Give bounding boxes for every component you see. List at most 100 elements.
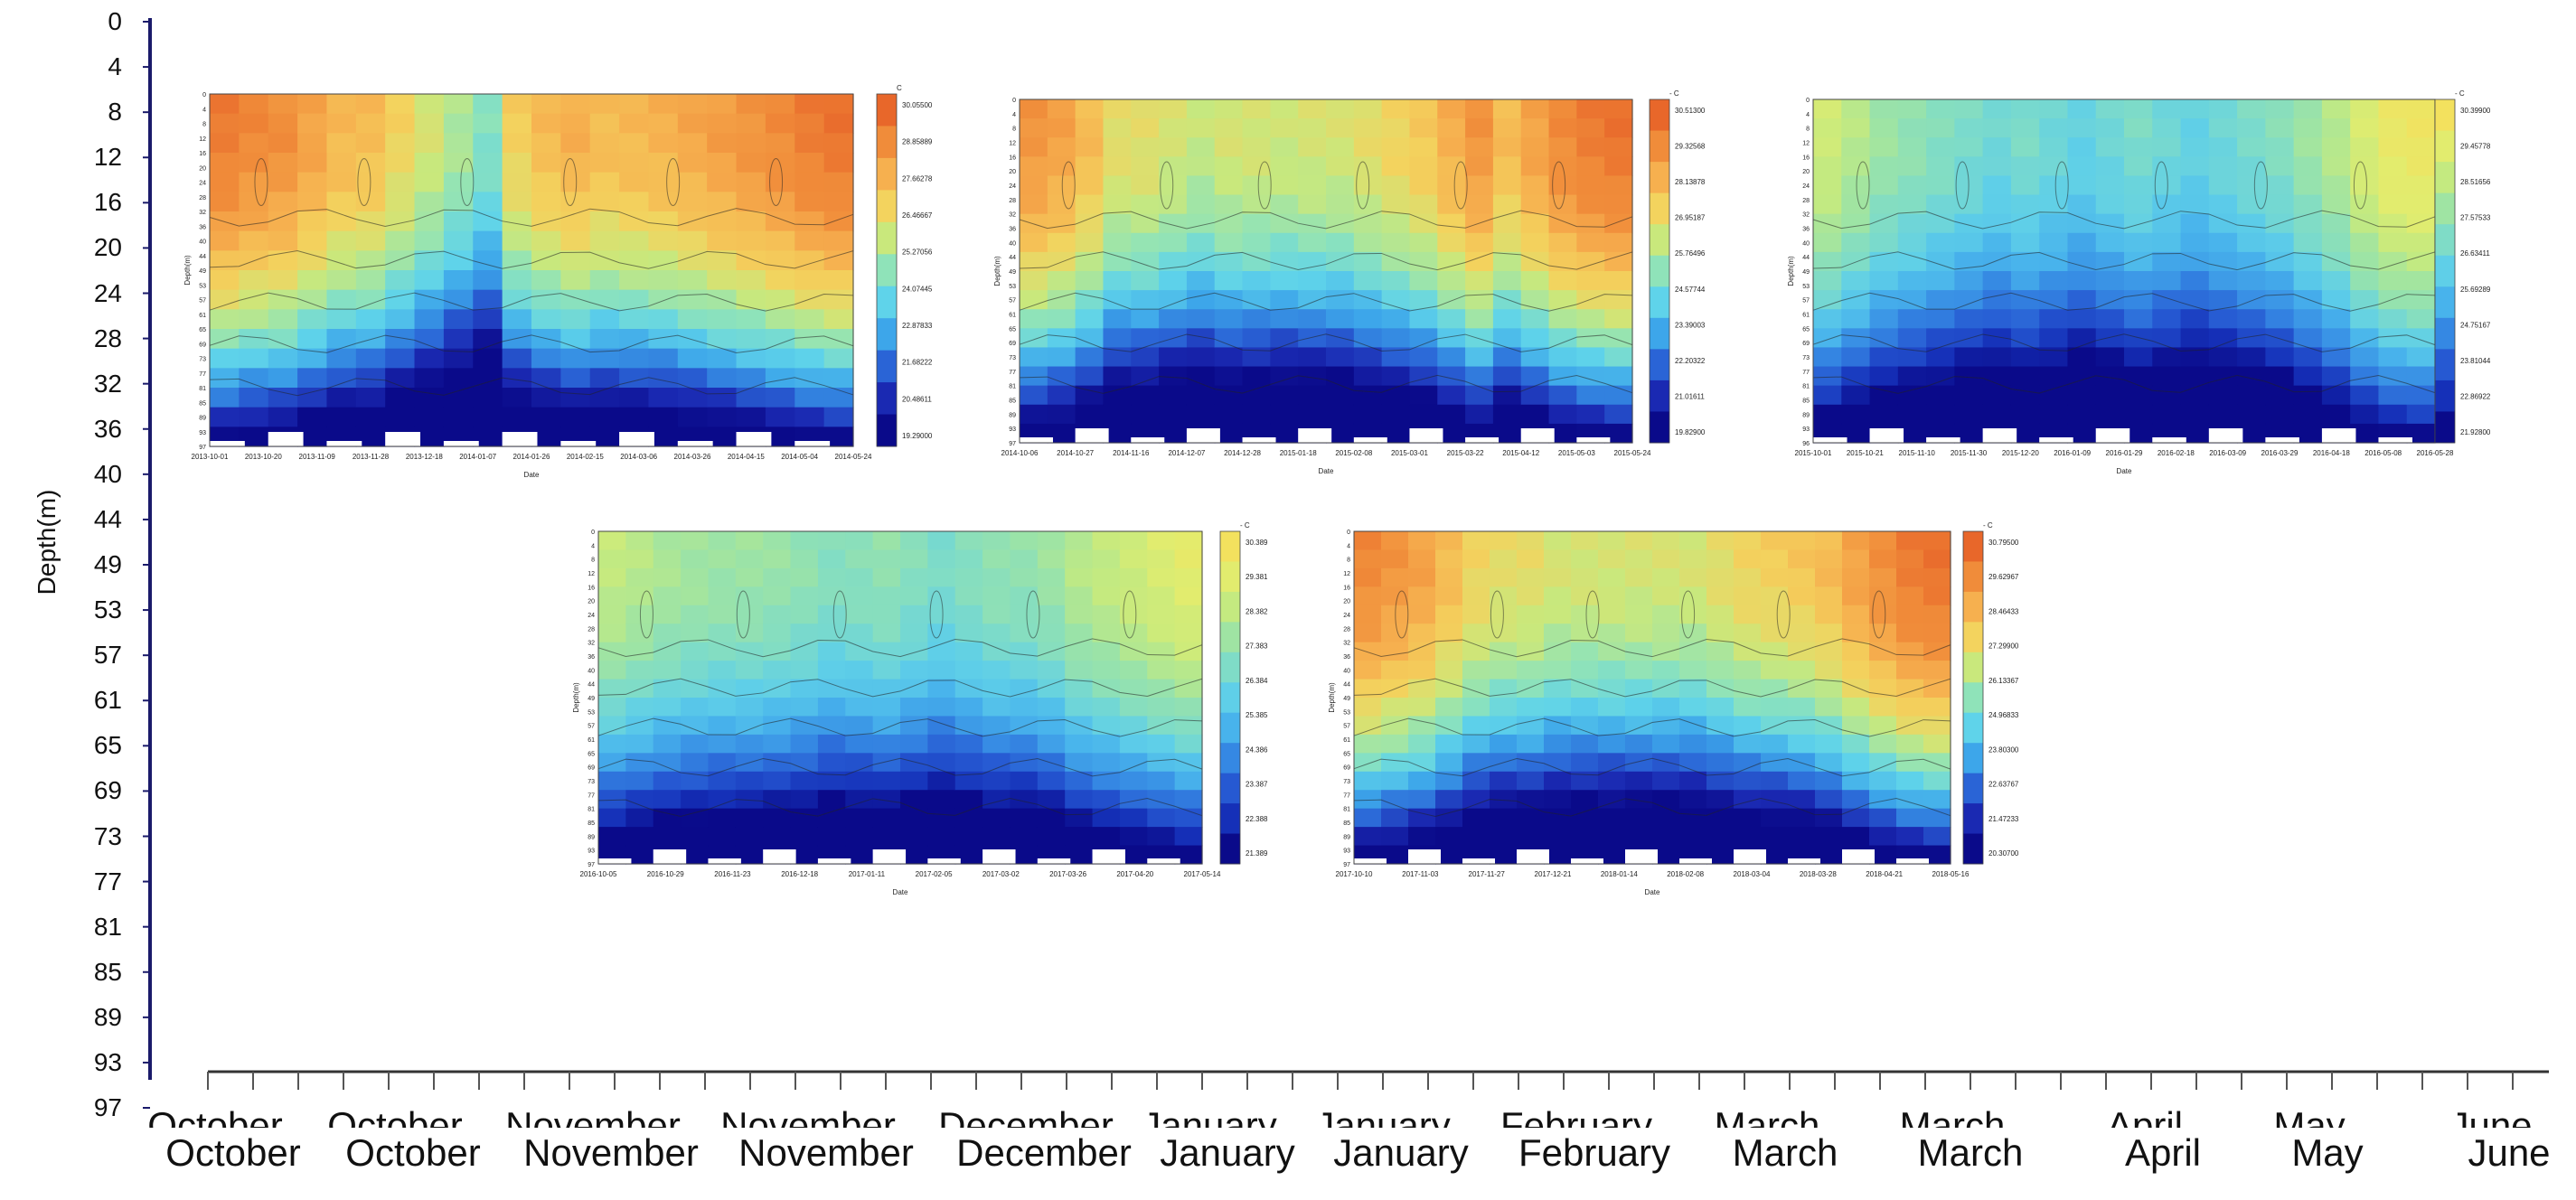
heatmap-cell xyxy=(1548,366,1577,387)
colorbar-tick: 28.13878 xyxy=(1675,178,1706,186)
heatmap-cell xyxy=(1437,232,1466,253)
heatmap-cell xyxy=(1734,716,1762,736)
contour-line xyxy=(597,797,1203,817)
heatmap-cell xyxy=(1869,679,1897,698)
heatmap-cell xyxy=(653,531,682,551)
heatmap-cell xyxy=(2095,366,2125,387)
heatmap-cell xyxy=(2237,328,2266,349)
heatmap-cell xyxy=(1298,175,1327,196)
heatmap-cell xyxy=(1896,567,1924,587)
heatmap-cell xyxy=(1186,404,1216,425)
heatmap-cell xyxy=(1625,679,1653,698)
heatmap-cell xyxy=(268,230,298,251)
heatmap-cell xyxy=(1408,734,1436,754)
contour-line xyxy=(1353,678,1951,698)
heatmap-cell xyxy=(677,230,708,251)
heatmap-cell xyxy=(2067,309,2097,329)
heatmap-cell xyxy=(1465,347,1494,368)
heatmap-cell xyxy=(765,368,795,389)
panel-depth-tick: 57 xyxy=(1802,298,1810,305)
heatmap-cell xyxy=(794,407,825,427)
heatmap-cell xyxy=(1544,623,1572,643)
heatmap-cell xyxy=(1625,642,1653,661)
heatmap-cell xyxy=(210,309,240,330)
contour-loop xyxy=(2154,161,2168,210)
heatmap-cell xyxy=(1174,679,1203,698)
heatmap-cell xyxy=(2208,366,2238,387)
heatmap-cell xyxy=(765,289,795,310)
heatmap-cell xyxy=(1159,423,1188,444)
heatmap-cell xyxy=(765,94,795,115)
heatmap-cell xyxy=(297,270,328,291)
heatmap-cell xyxy=(355,133,386,154)
heatmap-cell xyxy=(1408,549,1436,569)
heatmap-cell xyxy=(790,605,819,624)
heatmap-cell xyxy=(1298,99,1327,119)
heatmap-cell xyxy=(765,329,795,350)
heatmap-cell xyxy=(1954,309,1984,329)
heatmap-cell xyxy=(1788,827,1816,847)
colorbar-band xyxy=(1220,622,1240,653)
heatmap-cell xyxy=(1326,328,1355,349)
panel-date-tick: 2016-03-09 xyxy=(2209,449,2246,457)
heatmap-cell xyxy=(1065,642,1094,661)
heatmap-cell xyxy=(1841,99,1871,119)
panel-depth-tick: 40 xyxy=(199,239,206,246)
heatmap-cell xyxy=(1520,118,1550,138)
panel-depth-tick: 69 xyxy=(199,342,206,348)
panel-depth-tick: 81 xyxy=(199,386,206,392)
heatmap-cell xyxy=(1982,232,2012,253)
heatmap-cell xyxy=(648,250,679,271)
missing-data-gap xyxy=(1354,858,1387,864)
heatmap-cell xyxy=(1652,679,1680,698)
heatmap-cell xyxy=(560,153,591,173)
heatmap-cell xyxy=(845,827,874,847)
outer-x-tick: October xyxy=(345,1131,481,1174)
panel-depth-tick: 96 xyxy=(1802,441,1810,447)
heatmap-cell xyxy=(1679,716,1707,736)
colorbar-tick: 20.30700 xyxy=(1988,849,2019,858)
panel-depth-tick: 4 xyxy=(1012,112,1016,118)
heatmap-cell xyxy=(927,698,956,717)
heatmap-cell xyxy=(2208,385,2238,406)
heatmap-cell xyxy=(473,172,503,192)
heatmap-cell xyxy=(823,289,854,310)
heatmap-cell xyxy=(1186,137,1216,157)
heatmap-cell xyxy=(794,309,825,330)
outer-x-tick-clipped: June xyxy=(2449,1104,2533,1128)
heatmap-cell xyxy=(927,549,956,569)
heatmap-cell xyxy=(2321,385,2351,406)
panel-date-tick: 2015-02-08 xyxy=(1335,449,1372,457)
panel-depth-tick: 4 xyxy=(1347,543,1350,549)
heatmap-cell xyxy=(443,211,474,232)
outer-x-tick-clipped: January xyxy=(1142,1104,1277,1128)
contour-loop xyxy=(666,158,681,206)
contour-loop xyxy=(1160,161,1174,210)
heatmap-cell xyxy=(794,172,825,192)
heatmap-cell xyxy=(1298,137,1327,157)
heatmap-cell xyxy=(531,270,561,291)
heatmap-cell xyxy=(763,642,792,661)
heatmap-cell xyxy=(326,348,357,369)
heatmap-cell xyxy=(1544,549,1572,569)
heatmap-cell xyxy=(1186,213,1216,234)
heatmap-cell xyxy=(1954,404,1984,425)
panel-date-tick: 2014-11-16 xyxy=(1113,449,1150,457)
heatmap-cell xyxy=(1409,366,1438,387)
heatmap-cell xyxy=(1435,716,1463,736)
heatmap-cell xyxy=(443,348,474,369)
heatmap-cell xyxy=(473,329,503,350)
heatmap-cell xyxy=(1353,99,1383,119)
heatmap-cell xyxy=(823,133,854,154)
heatmap-cell xyxy=(1465,232,1494,253)
heatmap-cell xyxy=(625,790,654,810)
colorbar-band xyxy=(877,157,897,191)
panel-date-tick: 2018-03-28 xyxy=(1800,870,1837,878)
heatmap-cell xyxy=(1437,156,1466,177)
heatmap-cell xyxy=(1598,734,1626,754)
heatmap-cell xyxy=(531,388,561,408)
heatmap-cell xyxy=(2265,309,2295,329)
heatmap-cell xyxy=(1517,808,1545,828)
heatmap-cell xyxy=(823,113,854,134)
colorbar-tick: 21.389 xyxy=(1246,849,1268,858)
